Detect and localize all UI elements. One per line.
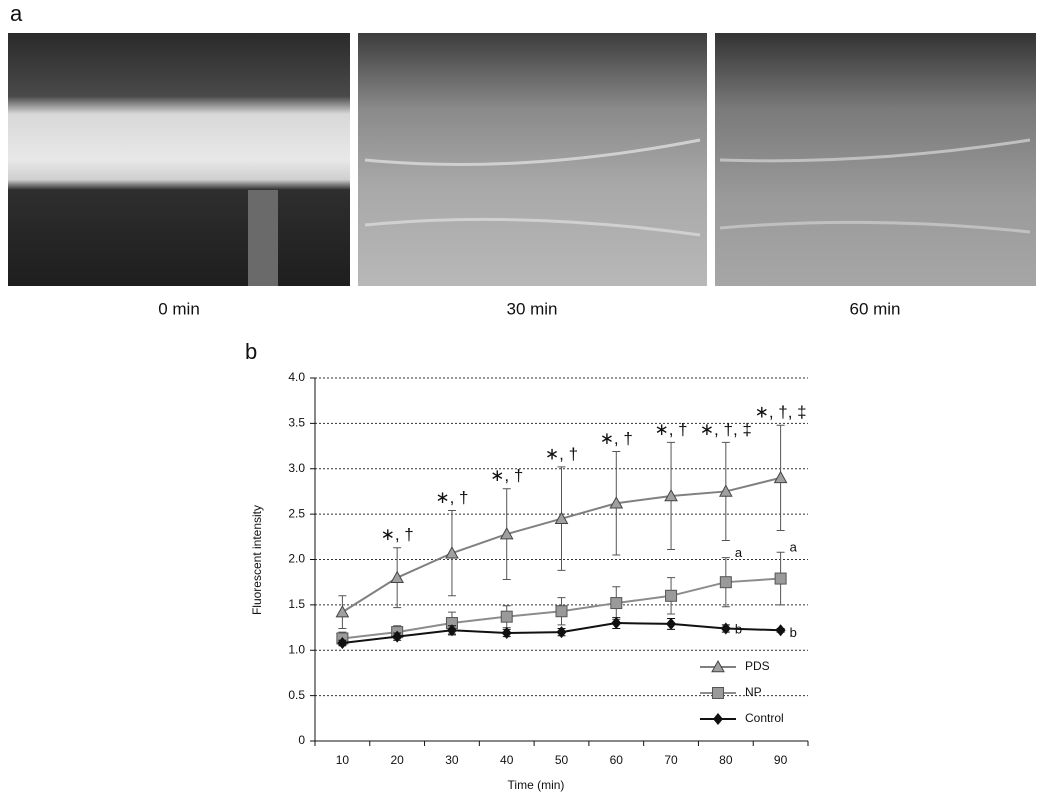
marker [335, 605, 350, 618]
micrograph [8, 33, 350, 286]
x-tick-label: 30 [445, 753, 459, 767]
marker [556, 626, 567, 639]
image-caption: 0 min [158, 299, 200, 318]
marker [775, 624, 786, 637]
marker [500, 610, 513, 623]
legend-marker [713, 713, 723, 725]
marker [720, 622, 731, 635]
significance-label: ∗, † [600, 429, 633, 448]
legend-label: Control [745, 711, 784, 725]
panel-label: b [245, 339, 257, 364]
y-tick-label: 3.0 [288, 461, 305, 475]
significance-label: b [790, 625, 797, 640]
significance-label: b [735, 621, 742, 636]
micrograph [358, 33, 707, 286]
significance-label: ∗, † [654, 420, 687, 439]
marker [718, 484, 733, 497]
significance-label: ∗, † [545, 444, 578, 463]
legend-label: NP [745, 685, 762, 699]
marker [446, 624, 457, 637]
image-caption: 60 min [849, 299, 900, 318]
significance-label: a [790, 540, 798, 555]
marker [392, 630, 403, 643]
marker [665, 589, 678, 602]
marker [610, 597, 623, 610]
marker [774, 572, 787, 585]
significance-label: ∗, † [435, 488, 468, 507]
marker [501, 627, 512, 640]
x-tick-label: 60 [610, 753, 624, 767]
y-axis-label: Fluorescent intensity [250, 505, 264, 615]
legend-label: PDS [745, 659, 770, 673]
marker [554, 511, 569, 524]
significance-label: ∗, † [490, 466, 523, 485]
marker [499, 527, 514, 540]
micrograph [715, 33, 1036, 286]
y-tick-label: 4.0 [288, 370, 305, 384]
marker [664, 488, 678, 502]
marker [445, 546, 459, 559]
panel-label: a [10, 1, 23, 26]
image-caption: 30 min [506, 299, 557, 318]
y-tick-label: 1.5 [288, 597, 305, 611]
x-tick-label: 80 [719, 753, 733, 767]
legend-marker [711, 659, 725, 673]
y-tick-label: 0 [298, 733, 305, 747]
marker [337, 636, 348, 649]
y-tick-label: 3.5 [288, 416, 305, 430]
legend-marker [712, 687, 724, 699]
marker [773, 470, 788, 484]
significance-label: ∗, †, ‡ [700, 420, 752, 439]
x-tick-label: 50 [555, 753, 569, 767]
marker [666, 617, 677, 630]
marker [390, 570, 405, 583]
y-tick-label: 2.0 [288, 552, 305, 566]
marker [611, 617, 622, 630]
significance-label: a [735, 545, 743, 560]
y-tick-label: 0.5 [288, 688, 305, 702]
x-tick-label: 40 [500, 753, 514, 767]
x-tick-label: 70 [664, 753, 678, 767]
x-axis-label: Time (min) [508, 778, 565, 792]
marker [609, 496, 624, 509]
y-tick-label: 1.0 [288, 642, 305, 656]
marker [719, 576, 732, 589]
significance-label: ∗, † [381, 525, 414, 544]
x-tick-label: 20 [390, 753, 404, 767]
significance-label: ∗, †, ‡ [755, 403, 807, 422]
x-tick-label: 10 [336, 753, 350, 767]
marker [555, 605, 568, 618]
x-tick-label: 90 [774, 753, 788, 767]
y-tick-label: 2.5 [288, 506, 305, 520]
